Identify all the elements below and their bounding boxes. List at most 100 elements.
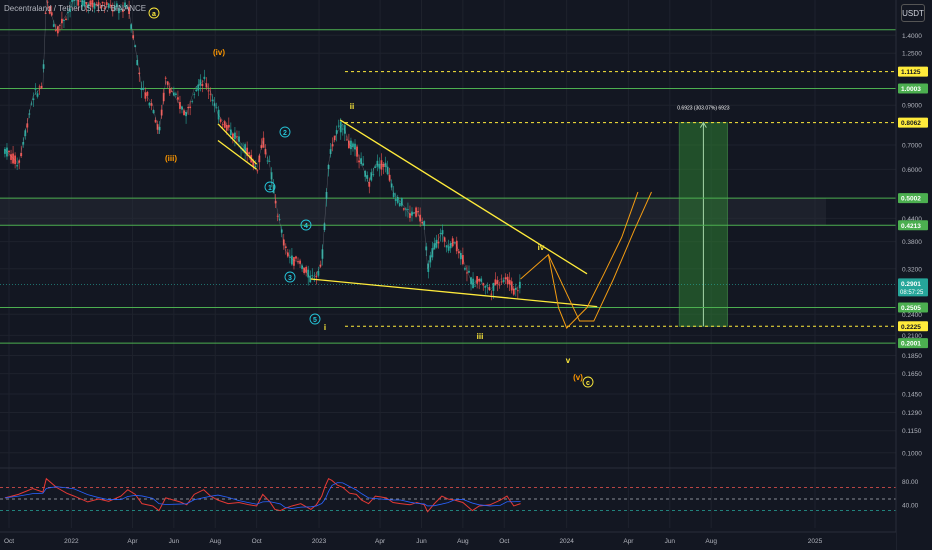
candle-body (142, 87, 145, 90)
candle-body (91, 0, 94, 8)
candle-body (113, 5, 116, 11)
candle-body (150, 103, 153, 106)
candle-body (435, 239, 438, 248)
candle-body (156, 124, 159, 130)
currency-button[interactable]: USDT (901, 4, 925, 22)
price-tick: 0.1290 (902, 410, 922, 417)
countdown-label: 08:57:25 (900, 290, 924, 296)
candle-body (464, 268, 466, 270)
candle-body (282, 239, 285, 246)
candle-body (36, 93, 39, 97)
candle-body (482, 283, 485, 286)
target-arrow-head (699, 121, 707, 128)
candle-body (134, 45, 137, 48)
candle-body (217, 109, 220, 120)
candle-body (97, 2, 100, 6)
candle-body (474, 285, 476, 287)
candle-body (345, 139, 348, 141)
candle-body (468, 270, 470, 273)
wave-label: v (566, 356, 571, 365)
price-tick: 0.3200 (902, 266, 922, 273)
chart-title: Decentraland / TetherUS, 1D, BINANCE (4, 4, 147, 13)
time-tick: Apr (623, 538, 634, 545)
price-tick: 0.3800 (902, 239, 922, 246)
candle-body (299, 260, 301, 264)
candle-body (262, 137, 265, 148)
candle-body (327, 164, 330, 170)
candle-body (193, 93, 196, 95)
wave-label: iv (538, 243, 545, 252)
candle-body (4, 148, 6, 154)
candle-body (197, 84, 200, 91)
candle-body (187, 107, 190, 109)
candle-body (215, 107, 218, 109)
candle-body (307, 269, 310, 278)
candle-body (223, 121, 226, 128)
candle-body (317, 271, 320, 276)
candle-body (85, 2, 88, 5)
wave-circle (309, 313, 321, 325)
candle-body (42, 64, 45, 69)
candle-body (46, 1, 49, 3)
wave-label: 5 (313, 317, 317, 324)
candle-body (162, 92, 165, 102)
level-badge (898, 193, 928, 204)
candle-body (362, 163, 365, 166)
candle-body (124, 2, 126, 8)
wave-label: 1 (268, 185, 272, 192)
candle-body (341, 128, 344, 130)
candle-body (514, 288, 517, 290)
candle-body (272, 184, 275, 194)
candle-body (34, 88, 37, 90)
candle-body (427, 263, 430, 272)
candle-body (518, 281, 521, 289)
candle-body (382, 164, 385, 168)
candle-body (264, 149, 267, 155)
candle-body (439, 233, 442, 235)
candle-body (488, 287, 491, 291)
candle-body (470, 277, 472, 285)
candle-body (384, 162, 387, 168)
candle-body (227, 124, 230, 128)
candle-body (274, 200, 277, 204)
time-tick: Oct (499, 538, 509, 545)
candle-body (423, 221, 426, 226)
candle-body (303, 267, 306, 273)
candle-body (500, 281, 503, 283)
projection-path (520, 191, 639, 329)
level-badge (898, 117, 928, 128)
candle-body (441, 230, 444, 235)
candle-body (219, 119, 222, 122)
candle-body (148, 102, 151, 106)
candle-body (26, 123, 29, 128)
candle-body (236, 136, 238, 138)
candle-body (199, 79, 202, 86)
wedge-lines (217, 119, 598, 308)
candle-body (195, 89, 198, 92)
candle-body (109, 4, 112, 7)
candle-body (293, 257, 295, 266)
time-tick: Apr (127, 538, 138, 545)
price-series (4, 0, 521, 291)
candle-body (311, 275, 314, 277)
candle-body (494, 279, 497, 286)
candle-body (374, 166, 377, 169)
candle-body (111, 9, 114, 12)
candle-body (348, 140, 350, 149)
candle-body (115, 3, 118, 8)
wedge-line (339, 119, 588, 275)
candle-body (229, 129, 232, 135)
candle-body (207, 90, 210, 92)
candle-body (20, 152, 23, 157)
candle-body (81, 0, 84, 7)
candle-body (476, 276, 479, 284)
candle-body (335, 130, 338, 134)
candle-body (107, 3, 110, 8)
price-candles (4, 0, 521, 301)
candle-body (490, 293, 493, 295)
projection-paths (520, 191, 652, 329)
candle-body (339, 121, 342, 133)
candle-body (413, 212, 415, 214)
rsi-pane (0, 477, 896, 513)
